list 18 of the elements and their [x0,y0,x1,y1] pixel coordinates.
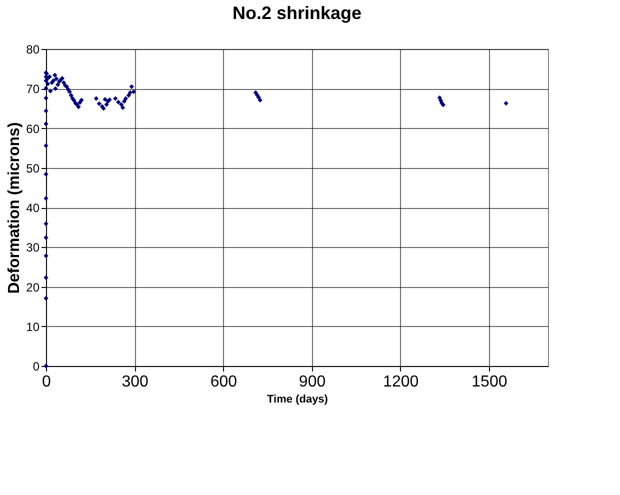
y-tick-label: 40 [26,201,40,215]
x-tick-label: 300 [122,374,149,390]
y-tick-label: 70 [26,82,40,96]
y-tick-label: 80 [26,42,40,56]
y-axis-title: Deformation (microns) [6,122,24,294]
y-tick-label: 10 [26,320,40,334]
y-tick-label: 30 [26,240,40,255]
x-tick-label: 600 [210,374,238,390]
x-tick-label: 900 [298,374,326,390]
y-tick-label: 20 [26,280,40,294]
x-tick-label: 0 [42,374,52,390]
chart-title: No.2 shrinkage [232,3,362,23]
x-axis-title: Time (days) [267,394,328,406]
y-tick-label: 0 [32,360,40,374]
y-tick-label: 50 [26,161,40,176]
x-tick-label: 1500 [472,374,508,390]
x-tick-label: 1200 [383,374,419,390]
y-tick-label: 60 [26,122,40,136]
